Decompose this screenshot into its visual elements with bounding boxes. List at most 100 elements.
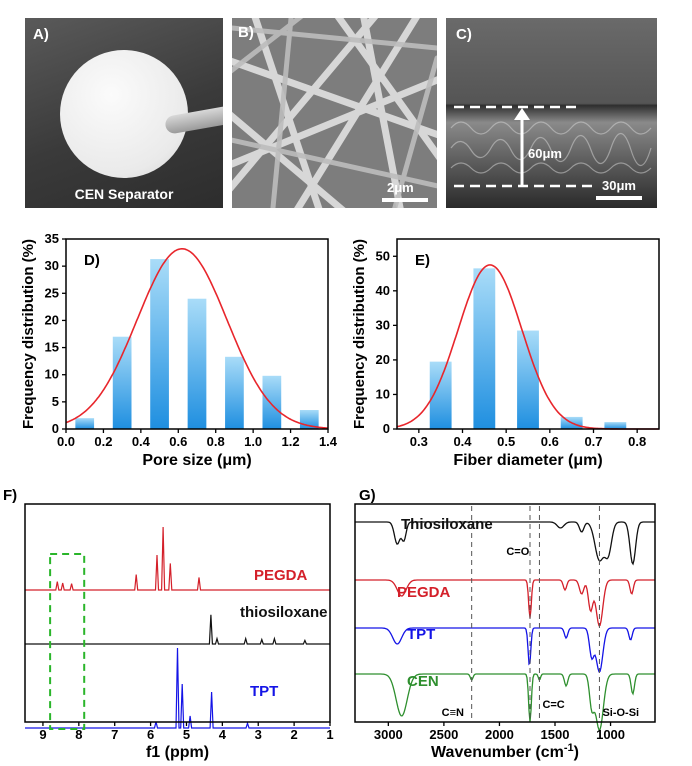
x-axis-label: Pore size (μm) [142, 452, 251, 469]
cross-section-overlay [450, 105, 652, 188]
plot-frame [65, 238, 329, 430]
x-tick-label: 4 [219, 727, 227, 742]
y-axis-label: Frequency distribution (%) [20, 239, 37, 429]
x-tick-label: 0.0 [57, 434, 75, 449]
y-tick-label: 0 [52, 421, 59, 436]
histogram-bar [262, 375, 282, 429]
x-tick-label: 2 [291, 727, 298, 742]
plot-frame [396, 238, 660, 430]
series-label-thiosiloxane: Thiosiloxane [401, 516, 493, 533]
annotation-carbonyl: C=O [506, 546, 529, 558]
sem-fiber-image: B) 2μm [232, 18, 437, 208]
y-axis-label: Frequency distribution (%) [351, 239, 368, 429]
histogram-bar [429, 361, 452, 429]
scale-bar-c [596, 196, 642, 200]
y-tick-label: 35 [45, 231, 59, 246]
gaussian-fit-line [65, 248, 329, 429]
y-tick-label: 5 [52, 394, 59, 409]
histogram-bar [225, 356, 244, 429]
panel-label: E) [415, 252, 430, 269]
photo-cen-separator: A) CEN Separator [25, 18, 223, 208]
x-tick-label: 0.2 [94, 434, 112, 449]
x-axis-label: Fiber diameter (μm) [453, 452, 602, 469]
y-tick-label: 10 [376, 386, 390, 401]
histogram-bar [150, 259, 169, 429]
y-tick-label: 0 [383, 421, 390, 436]
histogram-bar [604, 422, 627, 429]
x-axis-label: Wavenumber (cm-1) [431, 742, 579, 761]
x-tick-label: 5 [183, 727, 190, 742]
separator-disc [60, 50, 188, 178]
chart-ftir-spectra: Thiosiloxane PEGDA TPT CEN C=O C≡N C=C Si-O-Si 3… [354, 487, 656, 761]
series-label-cen: CEN [407, 673, 439, 690]
panel-label-c: C) [456, 26, 472, 43]
sem-cross-section: C) 60μm 30μm [446, 18, 657, 208]
scale-bar-b [382, 198, 428, 202]
x-tick-label: 7 [111, 727, 118, 742]
annotation-nitrile: C≡N [442, 707, 464, 719]
y-tick-label: 20 [376, 352, 390, 367]
x-tick-label: 0.7 [584, 434, 602, 449]
series-label-tpt: TPT [250, 683, 278, 700]
x-tick-label: 1.4 [319, 434, 338, 449]
ftir-spectrum-tpt [355, 627, 655, 673]
nmr-spectrum-thiosiloxane [25, 614, 330, 645]
series-label-tpt: TPT [407, 626, 435, 643]
x-tick-label: 2000 [485, 727, 514, 742]
scale-text-b: 2μm [387, 180, 414, 195]
x-tick-label: 0.6 [169, 434, 187, 449]
x-tick-label: 9 [39, 727, 46, 742]
panel-label-g: G) [359, 487, 376, 504]
y-tick-label: 40 [376, 283, 390, 298]
y-tick-label: 30 [45, 258, 59, 273]
scale-text-c: 30μm [602, 178, 636, 193]
series-label-thiosiloxane: thiosiloxane [240, 604, 328, 621]
panel-label: D) [84, 252, 100, 269]
x-tick-label: 0.8 [628, 434, 646, 449]
x-tick-label: 0.6 [541, 434, 559, 449]
annotation-siloxane: Si-O-Si [602, 707, 639, 719]
highlight-region [49, 553, 86, 730]
x-tick-label: 0.5 [497, 434, 515, 449]
series-label-pegda: PEGDA [397, 584, 451, 601]
histogram-bar [473, 268, 496, 429]
histogram-bar [75, 418, 95, 429]
x-tick-label: 1500 [541, 727, 570, 742]
fiber-network [232, 18, 437, 208]
panel-label-a: A) [33, 26, 49, 43]
histogram-bar [187, 298, 207, 429]
plot-frame [354, 503, 656, 723]
chart-fiber-diameter: 0.3 0.4 0.5 0.6 0.7 0.8 0 10 20 30 40 50 Fiber diame… [351, 238, 660, 469]
x-tick-label: 3000 [374, 727, 403, 742]
panel-label-f: F) [3, 487, 17, 504]
thickness-label: 60μm [528, 146, 562, 161]
x-axis-label: f1 (ppm) [146, 744, 209, 761]
plot-frame [24, 503, 331, 723]
ftir-spectrum-pegda [355, 579, 655, 627]
x-tick-label: 0.8 [207, 434, 225, 449]
x-tick-label: 6 [147, 727, 154, 742]
y-tick-label: 10 [45, 367, 59, 382]
y-tick-label: 25 [45, 285, 59, 300]
photo-caption: CEN Separator [74, 186, 174, 202]
histogram-bar [112, 336, 132, 429]
x-tick-label: 3 [255, 727, 262, 742]
x-tick-label: 1.0 [244, 434, 262, 449]
x-tick-label: 1000 [596, 727, 625, 742]
x-tick-label: 0.4 [132, 434, 151, 449]
y-tick-label: 30 [376, 317, 390, 332]
histogram-bar [517, 330, 539, 429]
nmr-spectrum-tpt [25, 647, 330, 729]
series-label-pegda: PEGDA [254, 567, 308, 584]
chart-pore-size: 0.0 0.2 0.4 0.6 0.8 1.0 1.2 1.4 0 5 10 15 20 25 30 35 Po… [20, 231, 338, 469]
x-tick-label: 1 [326, 727, 333, 742]
ftir-spectrum-thiosiloxane [355, 521, 655, 566]
chart-nmr-spectra: PEGDA thiosiloxane TPT 9 8 7 6 5 4 3 2 1 f1 (ppm) F) [3, 487, 334, 761]
x-tick-label: 2500 [429, 727, 458, 742]
x-tick-label: 0.4 [453, 434, 472, 449]
y-tick-label: 15 [45, 340, 59, 355]
y-tick-label: 50 [376, 248, 390, 263]
x-tick-label: 8 [75, 727, 82, 742]
panel-label-b: B) [238, 24, 254, 41]
x-tick-label: 0.3 [410, 434, 428, 449]
